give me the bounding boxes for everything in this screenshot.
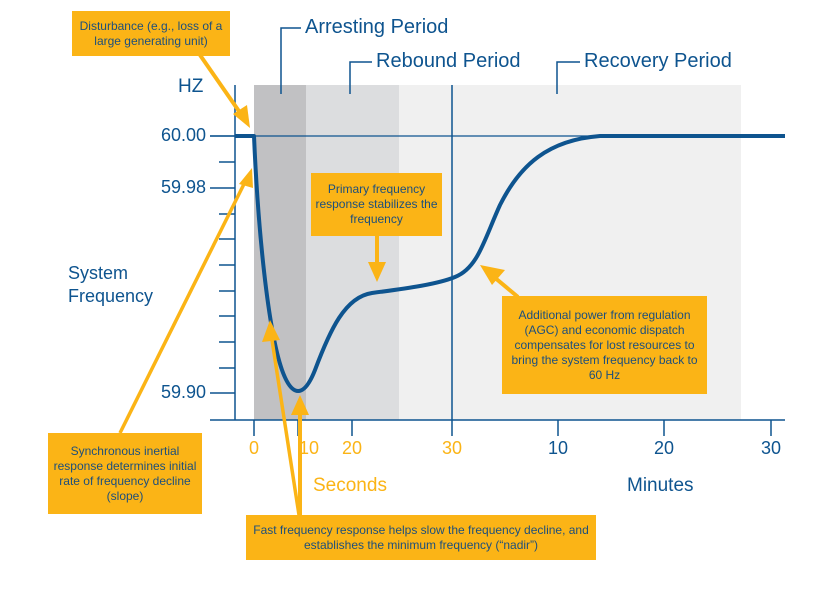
arresting-bracket <box>280 27 301 94</box>
rebound-bracket <box>349 61 372 94</box>
disturbance-arrowhead <box>233 105 250 128</box>
fast-frequency-callout: Fast frequency response helps slow the f… <box>246 515 596 560</box>
y-axis-title-line2: Frequency <box>68 286 154 306</box>
synchronous-arrowhead <box>239 168 253 188</box>
x-tick-min-10: 10 <box>547 438 569 458</box>
recovery-bracket <box>556 61 580 94</box>
fast-arrowhead-right <box>291 395 309 415</box>
y-axis-title-line1: System <box>68 263 129 283</box>
y-axis-unit: HZ <box>178 76 204 97</box>
minutes-axis-label: Minutes <box>627 475 694 496</box>
rebound-period-region <box>306 85 399 420</box>
y-tick-label-59-98: 59.98 <box>160 177 206 197</box>
y-axis-title: System Frequency <box>68 262 153 308</box>
callout-arrows <box>118 53 520 516</box>
y-ticks <box>210 135 235 394</box>
synchronous-inertial-callout: Synchronous inertial response determines… <box>48 433 202 514</box>
x-tick-sec-30: 30 <box>441 438 463 458</box>
additional-arrowhead <box>480 265 505 285</box>
recovery-period-label: Recovery Period <box>584 50 732 72</box>
x-tick-sec-0: 0 <box>248 438 259 458</box>
x-tick-sec-10: 10 <box>299 438 320 458</box>
arresting-period-label: Arresting Period <box>305 16 449 38</box>
primary-arrowhead <box>368 262 386 282</box>
additional-power-callout: Additional power from regulation (AGC) a… <box>502 296 707 394</box>
fast-arrowhead-left <box>262 320 280 342</box>
seconds-axis-label: Seconds <box>313 475 387 496</box>
x-ticks <box>253 420 772 436</box>
disturbance-callout: Disturbance (e.g., loss of a large gener… <box>72 11 230 56</box>
primary-response-callout: Primary frequency response stabilizes th… <box>311 173 442 236</box>
y-tick-label-59-90: 59.90 <box>160 382 206 402</box>
x-tick-sec-20: 20 <box>341 438 363 458</box>
rebound-period-label: Rebound Period <box>376 50 521 72</box>
x-tick-min-30: 30 <box>760 438 782 458</box>
x-tick-min-20: 20 <box>653 438 675 458</box>
y-tick-label-60-00: 60.00 <box>160 125 206 145</box>
